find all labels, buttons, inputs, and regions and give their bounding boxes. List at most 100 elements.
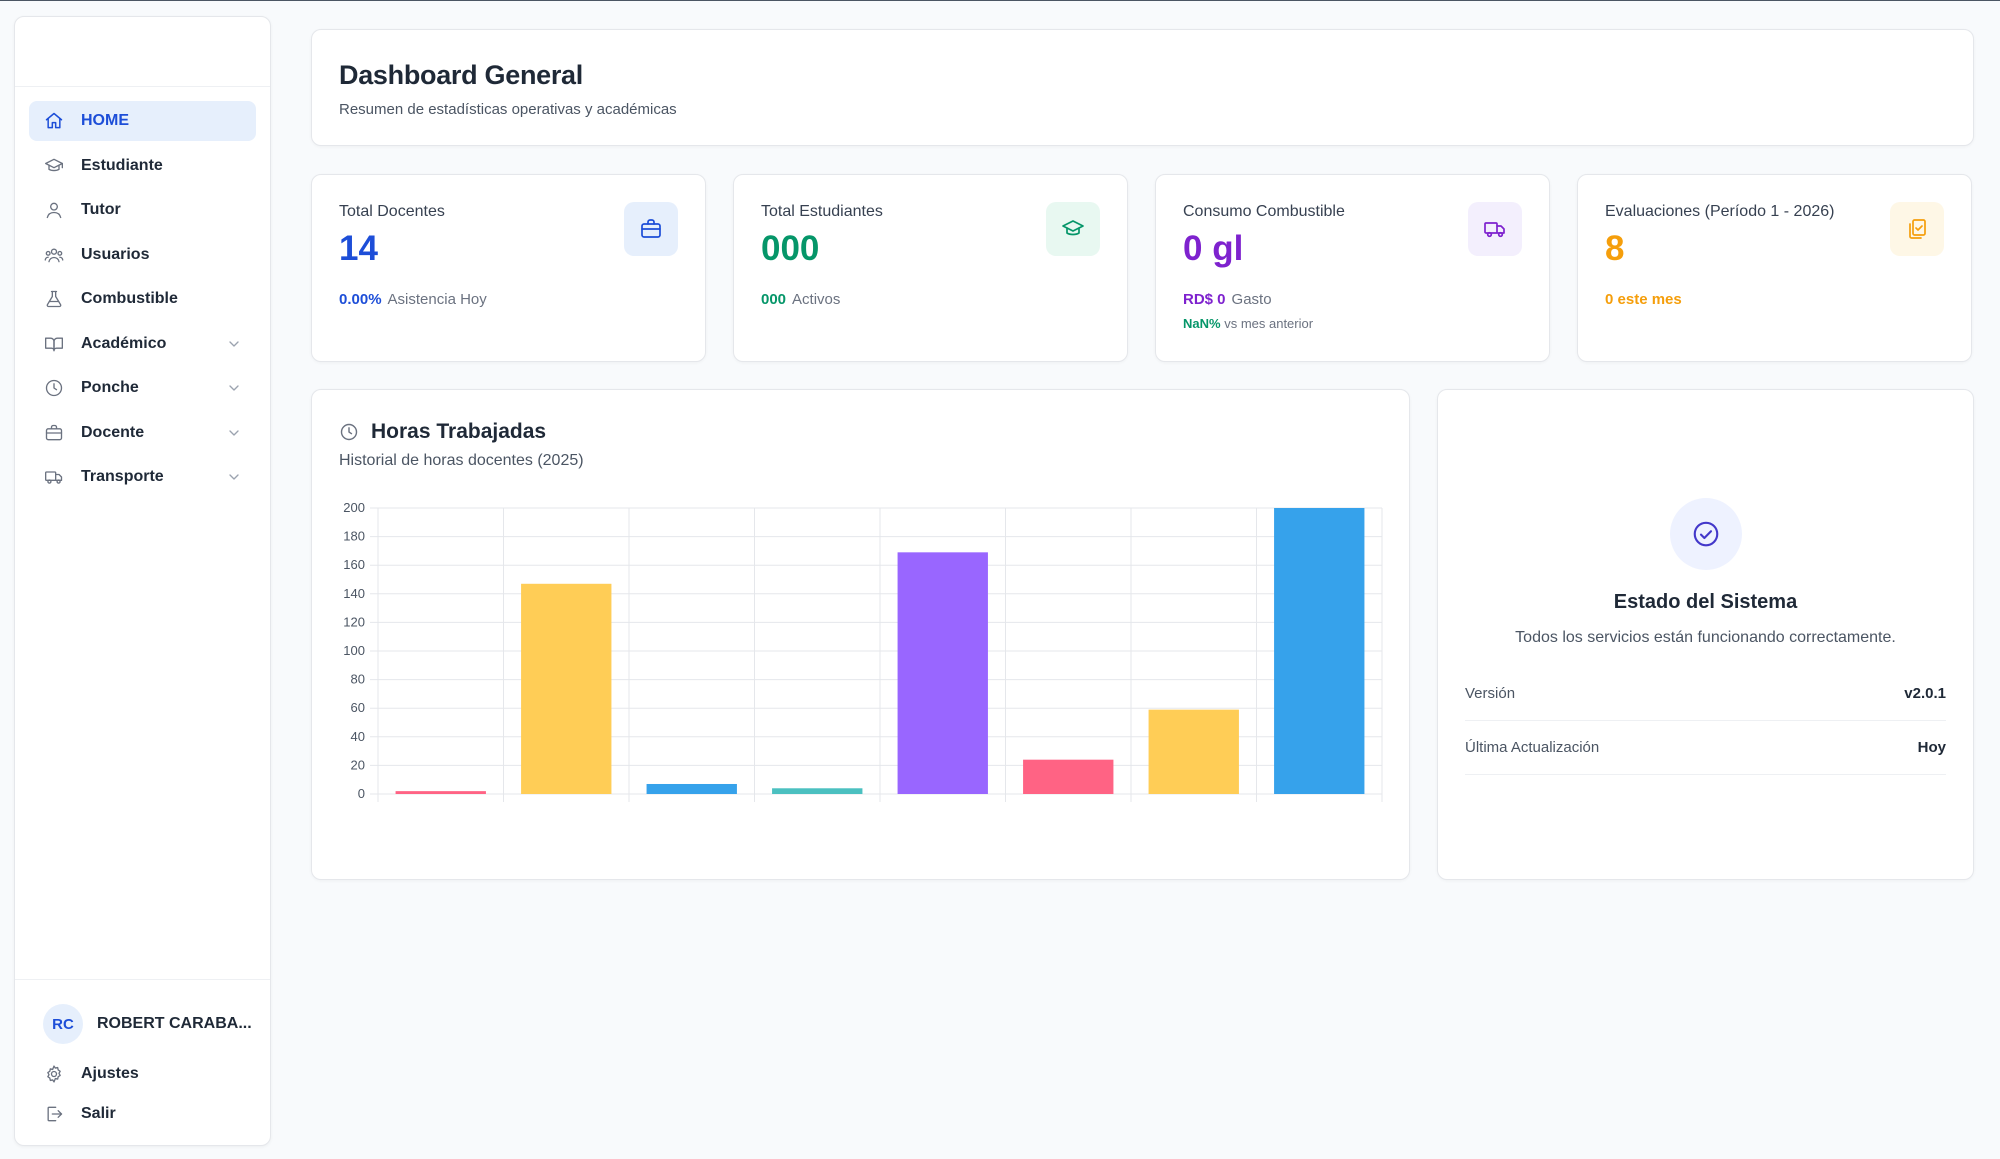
stat-value: 000: [761, 229, 820, 268]
chevron-down-icon[interactable]: [226, 380, 242, 396]
logout-label: Salir: [81, 1105, 116, 1122]
sidebar-item-academico[interactable]: Académico: [29, 324, 256, 364]
sidebar-item-ponche[interactable]: Ponche: [29, 368, 256, 408]
sidebar-logo-area: [15, 17, 270, 87]
home-icon: [43, 110, 65, 132]
status-row-updated: Última Actualización Hoy: [1465, 721, 1946, 775]
settings-button[interactable]: Ajustes: [29, 1054, 256, 1094]
bar: [646, 783, 737, 794]
stat-label: Total Docentes: [339, 203, 445, 220]
stat-foot-value: 000: [761, 291, 787, 308]
sidebar-item-label: HOME: [81, 112, 129, 129]
sidebar-item-transporte[interactable]: Transporte: [29, 457, 256, 497]
chevron-down-icon[interactable]: [226, 469, 242, 485]
sidebar-item-tutor[interactable]: Tutor: [29, 190, 256, 230]
sidebar-item-home[interactable]: HOME: [29, 101, 256, 141]
sidebar-item-combustible[interactable]: Combustible: [29, 279, 256, 319]
graduation-cap-icon: [1046, 202, 1100, 256]
stat-label: Consumo Combustible: [1183, 203, 1345, 220]
page-subtitle: Resumen de estadísticas operativas y aca…: [339, 101, 677, 118]
truck-icon: [43, 466, 65, 488]
chart-card: Horas Trabajadas Historial de horas doce…: [311, 389, 1410, 880]
clipboard-icon: [1890, 202, 1944, 256]
y-tick-label: 80: [351, 672, 365, 687]
chevron-down-icon[interactable]: [226, 425, 242, 441]
chevron-down-icon[interactable]: [226, 336, 242, 352]
y-tick-label: 180: [343, 529, 365, 544]
sidebar-item-label: Usuarios: [81, 245, 150, 263]
sidebar-item-label: Ponche: [81, 379, 139, 396]
sidebar-item-label: Transporte: [81, 468, 164, 485]
stat-trend-text: vs mes anterior: [1224, 316, 1314, 331]
stat-foot-text: Gasto: [1231, 291, 1272, 308]
user-profile[interactable]: RC ROBERT CARABA...: [29, 1002, 256, 1046]
y-tick-label: 160: [343, 557, 365, 572]
bar: [395, 791, 486, 794]
briefcase-icon: [43, 422, 65, 444]
y-tick-label: 140: [343, 586, 365, 601]
logout-icon: [43, 1103, 65, 1125]
stat-label: Total Estudiantes: [761, 203, 883, 220]
bar-chart: 0 20 40 60 80 100 120 140 160 180 200: [343, 500, 1383, 802]
stat-label: Evaluaciones (Período 1 - 2026): [1605, 203, 1835, 220]
chart-subtitle: Historial de horas docentes (2025): [339, 452, 584, 469]
status-value: v2.0.1: [1904, 685, 1946, 702]
bar: [1274, 508, 1365, 794]
avatar: RC: [43, 1004, 83, 1044]
stat-foot-value: 0 este mes: [1605, 291, 1682, 308]
bar: [897, 552, 988, 794]
status-key: Última Actualización: [1465, 739, 1600, 756]
stat-foot-value: 0.00%: [339, 291, 382, 308]
sidebar-item-label: Estudiante: [81, 156, 163, 174]
stat-trend: NaN% vs mes anterior: [1183, 316, 1522, 331]
stat-foot-text: Asistencia Hoy: [387, 291, 487, 308]
user-icon: [43, 199, 65, 221]
sidebar-item-docente[interactable]: Docente: [29, 413, 256, 453]
stat-trend-value: NaN%: [1183, 316, 1221, 331]
stat-value: 0 gl: [1183, 229, 1244, 268]
status-key: Versión: [1465, 685, 1516, 702]
book-icon: [43, 333, 65, 355]
sidebar-item-label: Tutor: [81, 201, 121, 218]
bar: [1023, 759, 1114, 794]
stat-footer: RD$ 0 Gasto: [1183, 291, 1522, 308]
stat-card-evaluaciones: Evaluaciones (Período 1 - 2026) 8 0 este…: [1577, 174, 1972, 362]
bar: [1148, 709, 1239, 794]
sidebar-item-usuarios[interactable]: Usuarios: [29, 235, 256, 275]
sidebar-footer: RC ROBERT CARABA... Ajustes Salir: [15, 979, 270, 1145]
stat-footer: 000 Activos: [761, 291, 1100, 308]
y-tick-label: 100: [343, 643, 365, 658]
clock-icon: [340, 423, 358, 441]
stat-value: 8: [1605, 229, 1625, 268]
logout-button[interactable]: Salir: [29, 1094, 256, 1134]
stat-foot-text: Activos: [792, 291, 841, 308]
y-tick-label: 120: [343, 614, 365, 629]
y-tick-label: 200: [343, 500, 365, 515]
stat-footer: 0.00% Asistencia Hoy: [339, 291, 678, 308]
status-description: Todos los servicios están funcionando co…: [1515, 629, 1896, 646]
user-name: ROBERT CARABA...: [97, 1015, 252, 1032]
y-tick-label: 20: [351, 757, 365, 772]
sidebar-item-estudiante[interactable]: Estudiante: [29, 146, 256, 186]
settings-label: Ajustes: [81, 1065, 139, 1082]
stat-card-docentes: Total Docentes 14 0.00% Asistencia Hoy: [311, 174, 706, 362]
system-status-card: Estado del Sistema Todos los servicios e…: [1437, 389, 1974, 880]
gear-icon: [43, 1063, 65, 1085]
check-circle-icon: [1670, 498, 1742, 570]
sidebar-nav: HOME Estudiante Tutor Usuarios Combustib…: [15, 87, 270, 497]
briefcase-icon: [624, 202, 678, 256]
page-header: Dashboard General Resumen de estadística…: [311, 29, 1974, 146]
sidebar: HOME Estudiante Tutor Usuarios Combustib…: [14, 16, 271, 1146]
stat-card-combustible: Consumo Combustible 0 gl RD$ 0 Gasto NaN%…: [1155, 174, 1550, 362]
y-tick-label: 40: [351, 729, 365, 744]
flask-icon: [43, 288, 65, 310]
graduation-cap-icon: [43, 155, 65, 177]
clock-icon: [43, 377, 65, 399]
y-tick-label: 60: [351, 700, 365, 715]
bar: [772, 788, 863, 794]
sidebar-item-label: Combustible: [81, 290, 178, 307]
sidebar-item-label: Docente: [81, 423, 145, 441]
chart-title: Horas Trabajadas: [371, 420, 547, 443]
y-tick-label: 0: [358, 786, 365, 801]
status-title: Estado del Sistema: [1613, 591, 1798, 613]
